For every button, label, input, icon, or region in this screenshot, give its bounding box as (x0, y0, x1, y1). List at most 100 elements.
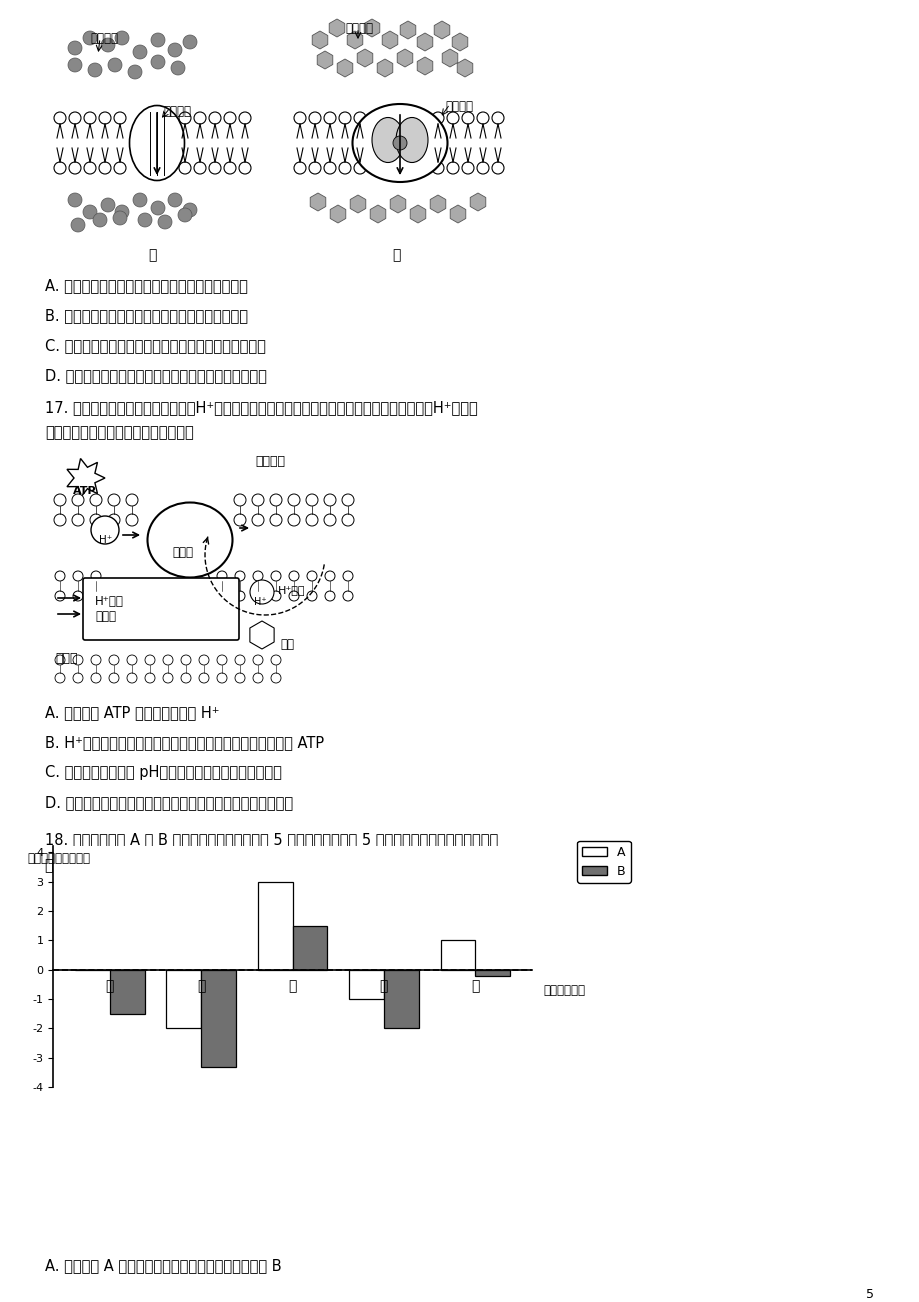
Circle shape (88, 62, 102, 77)
Circle shape (55, 655, 65, 665)
Ellipse shape (352, 104, 447, 182)
Circle shape (54, 161, 66, 174)
Circle shape (354, 161, 366, 174)
Circle shape (158, 215, 172, 229)
Ellipse shape (395, 117, 427, 163)
Circle shape (108, 493, 119, 506)
Circle shape (461, 161, 473, 174)
Circle shape (288, 514, 300, 526)
Circle shape (91, 673, 101, 684)
Circle shape (126, 514, 138, 526)
Circle shape (177, 208, 192, 223)
Circle shape (199, 673, 209, 684)
Circle shape (83, 204, 96, 219)
Circle shape (354, 112, 366, 124)
Circle shape (307, 572, 317, 581)
Circle shape (72, 514, 84, 526)
Circle shape (492, 112, 504, 124)
Circle shape (253, 673, 263, 684)
Ellipse shape (130, 105, 185, 181)
Circle shape (91, 591, 101, 602)
Circle shape (343, 591, 353, 602)
Text: 溶质分子: 溶质分子 (345, 22, 372, 35)
Circle shape (114, 112, 126, 124)
Circle shape (239, 161, 251, 174)
Circle shape (108, 59, 122, 72)
Bar (109, 970, 144, 1014)
Circle shape (234, 591, 244, 602)
Circle shape (133, 46, 147, 59)
Ellipse shape (147, 503, 233, 578)
Circle shape (269, 493, 282, 506)
Circle shape (217, 673, 227, 684)
Text: 其方式如图。以下相关说法，正确的是: 其方式如图。以下相关说法，正确的是 (45, 424, 194, 440)
Circle shape (91, 516, 119, 544)
Circle shape (288, 493, 300, 506)
Text: 溶质分子: 溶质分子 (90, 33, 118, 46)
Bar (383, 970, 418, 1029)
Ellipse shape (371, 117, 403, 163)
Circle shape (183, 35, 197, 49)
Circle shape (217, 591, 227, 602)
Circle shape (128, 65, 142, 79)
Circle shape (306, 493, 318, 506)
Circle shape (72, 493, 84, 506)
Circle shape (108, 514, 119, 526)
Text: H⁺蔗糖
共转运: H⁺蔗糖 共转运 (95, 595, 124, 622)
Circle shape (73, 673, 83, 684)
Text: D. 水通道蛋白失活的叶肉细胞仍可发生质壁分离与复原: D. 水通道蛋白失活的叶肉细胞仍可发生质壁分离与复原 (45, 368, 267, 383)
Circle shape (126, 493, 138, 506)
Legend: A, B: A, B (576, 841, 630, 883)
Circle shape (163, 655, 173, 665)
Bar (257, 881, 292, 970)
Circle shape (54, 514, 66, 526)
Circle shape (54, 493, 66, 506)
Circle shape (343, 572, 353, 581)
Circle shape (199, 655, 209, 665)
Circle shape (223, 161, 236, 174)
Circle shape (145, 673, 154, 684)
Text: C. 通道蛋白运输小分子物质，载体蛋白运输大分子物质: C. 通道蛋白运输小分子物质，载体蛋白运输大分子物质 (45, 339, 266, 353)
Text: 质子泵: 质子泵 (172, 546, 193, 559)
Text: 乙: 乙 (391, 247, 400, 262)
Circle shape (90, 514, 102, 526)
Bar (349, 970, 383, 999)
Circle shape (309, 161, 321, 174)
Circle shape (271, 655, 280, 665)
Text: 甲: 甲 (148, 247, 156, 262)
Circle shape (113, 211, 127, 225)
Circle shape (133, 193, 147, 207)
Circle shape (151, 33, 165, 47)
Text: C. 若提高外界溶液的 pH，会使细胞对蔗糖的吸收量减少: C. 若提高外界溶液的 pH，会使细胞对蔗糖的吸收量减少 (45, 766, 281, 780)
Text: 蔗糖: 蔗糖 (279, 638, 294, 651)
Polygon shape (67, 458, 105, 497)
Circle shape (115, 204, 129, 219)
Circle shape (108, 673, 119, 684)
Circle shape (461, 112, 473, 124)
Circle shape (108, 655, 119, 665)
FancyBboxPatch shape (83, 578, 239, 641)
Bar (166, 970, 201, 1029)
Circle shape (194, 161, 206, 174)
Text: 通道蛋白: 通道蛋白 (163, 105, 191, 118)
Text: A. 质子泵以 ATP 为能源主动吸收 H⁺: A. 质子泵以 ATP 为能源主动吸收 H⁺ (45, 704, 220, 720)
Text: 间后原生质体的体积变化如下图所示。下列叙述错误的是（     ）: 间后原生质体的体积变化如下图所示。下列叙述错误的是（ ） (45, 858, 304, 874)
Text: B. 通道蛋白介导被动运输，载体蛋白介导主动运输: B. 通道蛋白介导被动运输，载体蛋白介导主动运输 (45, 309, 248, 323)
Circle shape (209, 161, 221, 174)
Circle shape (392, 135, 406, 150)
Bar (440, 940, 475, 970)
Circle shape (250, 579, 274, 604)
Circle shape (306, 514, 318, 526)
Circle shape (217, 572, 227, 581)
Circle shape (194, 112, 206, 124)
Circle shape (171, 61, 185, 76)
Circle shape (223, 112, 236, 124)
Circle shape (179, 161, 191, 174)
Circle shape (342, 493, 354, 506)
Circle shape (253, 572, 263, 581)
Circle shape (91, 572, 101, 581)
Circle shape (168, 193, 182, 207)
Text: A. 二者的运输速率均只取决于膜内外物质的浓度差: A. 二者的运输速率均只取决于膜内外物质的浓度差 (45, 279, 247, 293)
Circle shape (323, 161, 335, 174)
Circle shape (181, 673, 191, 684)
